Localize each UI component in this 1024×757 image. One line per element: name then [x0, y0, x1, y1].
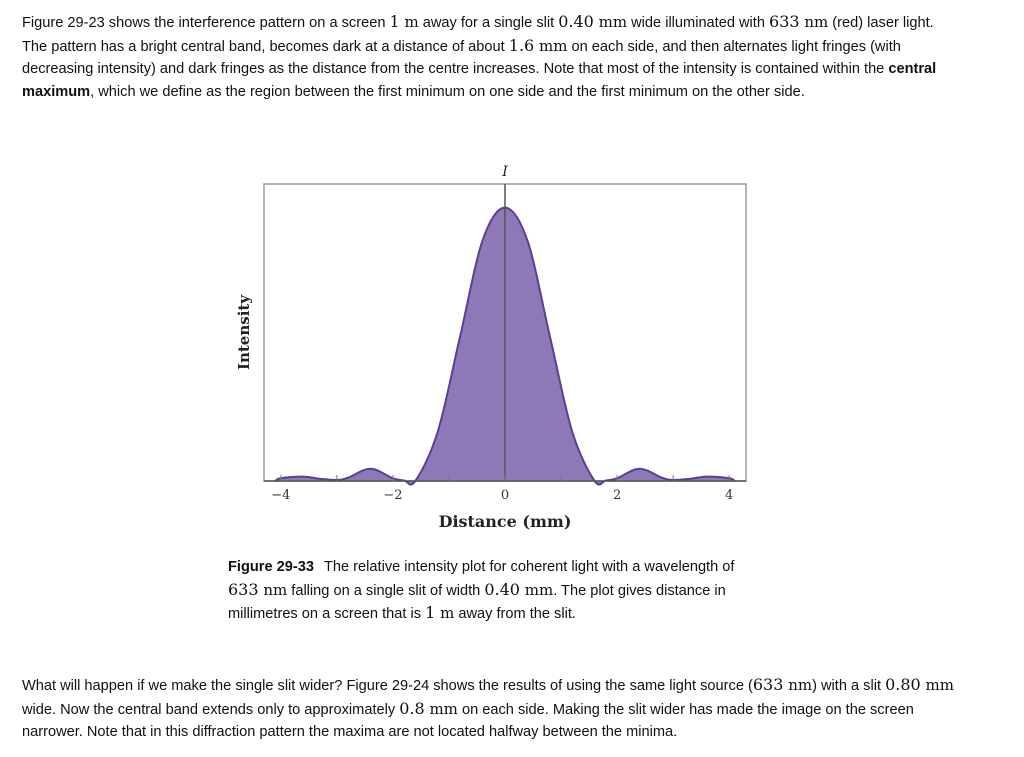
x-axis-label: Distance (mm): [439, 512, 572, 531]
intensity-figure: −4 −2 0 2 4 Distance (mm) Intensity I: [230, 160, 760, 550]
x-tick-label: 4: [725, 488, 733, 503]
central-maximum-term: central maximum: [22, 61, 937, 100]
caption-label: Figure 29-33: [228, 559, 314, 575]
x-tick-label: 0: [501, 488, 509, 503]
figure-caption: Figure 29-33 The relative intensity plot …: [228, 559, 735, 623]
y-axis-label: Intensity: [235, 294, 253, 370]
y-axis-marker: I: [501, 164, 508, 180]
wider-slit-paragraph: What will happen if we make the single s…: [22, 675, 954, 741]
intro-paragraph: Figure 29-23 shows the interference patt…: [22, 12, 937, 100]
x-tick-label: −4: [271, 488, 290, 503]
intensity-plot: −4 −2 0 2 4 Distance (mm) Intensity I: [235, 164, 747, 531]
x-tick-label: 2: [613, 488, 621, 503]
x-tick-label: −2: [383, 488, 402, 503]
